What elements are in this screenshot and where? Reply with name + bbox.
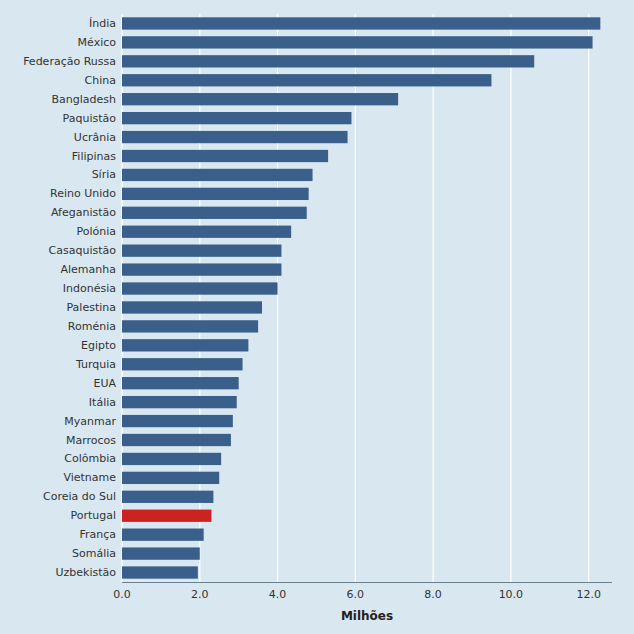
bar	[122, 377, 239, 389]
bar	[122, 415, 233, 427]
category-label: Coreia do Sul	[43, 490, 116, 503]
bar	[122, 396, 237, 408]
bar	[122, 453, 221, 465]
bar	[122, 566, 198, 578]
category-label: Reino Unido	[50, 187, 116, 200]
axis-label: Milhões	[341, 609, 393, 623]
category-label: Colômbia	[64, 452, 116, 465]
category-label: Marrocos	[66, 434, 116, 447]
category-label: Uzbekistão	[55, 566, 116, 579]
category-label: México	[78, 36, 117, 49]
category-label: Alemanha	[61, 263, 117, 276]
category-label: França	[79, 528, 116, 541]
category-label: Paquistão	[63, 112, 117, 125]
category-label: Palestina	[66, 301, 116, 314]
bar	[122, 434, 231, 446]
tick-label: 2.0	[191, 588, 209, 601]
category-label: Egipto	[81, 339, 116, 352]
bar	[122, 74, 491, 86]
category-label: Polónia	[76, 225, 116, 238]
bar	[122, 131, 348, 143]
bar	[122, 169, 313, 181]
category-label: Síria	[92, 168, 116, 181]
category-label: Indonésia	[63, 282, 116, 295]
tick-label: 6.0	[347, 588, 365, 601]
bar	[122, 36, 593, 48]
bar	[122, 547, 200, 559]
category-label: Bangladesh	[52, 93, 117, 106]
category-label: Roménia	[68, 320, 116, 333]
bar	[122, 301, 262, 313]
category-axis: Índia México Federação Russa China Banglades…	[23, 17, 116, 579]
tick-label: 4.0	[269, 588, 287, 601]
category-label: EUA	[93, 377, 116, 390]
axis-line	[122, 582, 612, 583]
category-label: Turquia	[75, 358, 116, 371]
bar	[122, 17, 600, 29]
bar	[122, 358, 243, 370]
bar	[122, 226, 291, 238]
bar	[122, 55, 534, 67]
bar	[122, 320, 258, 332]
bar	[122, 188, 309, 200]
grid-line	[433, 14, 434, 582]
bar	[122, 207, 307, 219]
grid	[122, 14, 589, 582]
category-label: Casaquistão	[49, 244, 117, 257]
bar	[122, 491, 213, 503]
bar	[122, 510, 211, 522]
background	[0, 0, 634, 634]
tick-label: 0.0	[113, 588, 131, 601]
category-label: Ucrânia	[74, 131, 116, 144]
grid-line	[510, 14, 511, 582]
bar	[122, 112, 351, 124]
value-axis: 0.0 2.0 4.0 6.0 8.0 10.0 12.0	[113, 588, 601, 601]
category-label: Somália	[72, 547, 116, 560]
bar	[122, 472, 219, 484]
tick-label: 10.0	[499, 588, 524, 601]
category-label: Afeganistão	[51, 206, 116, 219]
category-label: Myanmar	[64, 415, 116, 428]
category-label: China	[85, 74, 116, 87]
category-label: Portugal	[70, 509, 116, 522]
tick-label: 12.0	[576, 588, 601, 601]
chart: 0.0 2.0 4.0 6.0 8.0 10.0 12.0 Índia México Federa…	[0, 0, 634, 634]
category-label: Federação Russa	[23, 55, 116, 68]
bar	[122, 263, 281, 275]
bar	[122, 93, 398, 105]
bar	[122, 282, 278, 294]
tick-label: 8.0	[424, 588, 442, 601]
grid-line	[588, 14, 589, 582]
category-label: Filipinas	[72, 150, 116, 163]
bar	[122, 245, 281, 257]
category-label: Índia	[89, 17, 116, 30]
category-label: Vietname	[63, 471, 116, 484]
bar	[122, 339, 248, 351]
bar	[122, 529, 204, 541]
bar	[122, 150, 328, 162]
bars	[122, 17, 600, 578]
category-label: Itália	[89, 396, 116, 409]
